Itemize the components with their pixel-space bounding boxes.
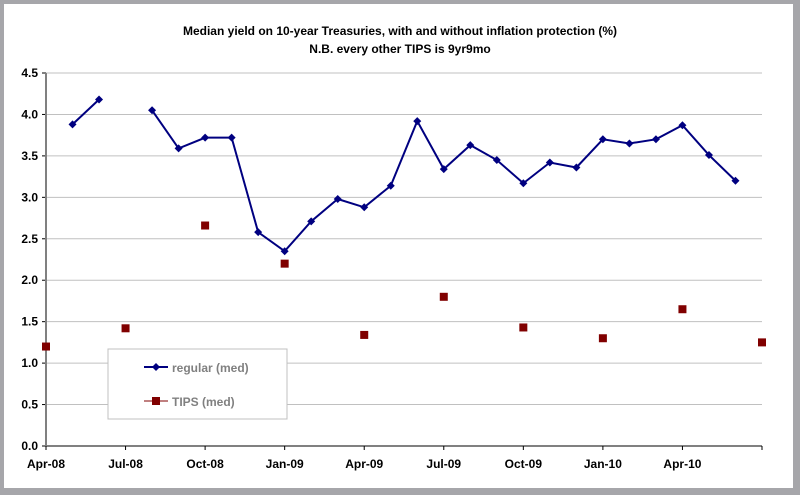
x-tick-label: Jul-08 — [108, 457, 143, 471]
y-tick-label: 3.0 — [21, 190, 38, 204]
legend-tips-label: TIPS (med) — [172, 395, 235, 409]
tips-point — [121, 324, 130, 333]
x-tick-label: Apr-08 — [27, 457, 65, 471]
regular-point — [572, 163, 581, 172]
chart-subtitle: N.B. every other TIPS is 9yr9mo — [309, 42, 490, 56]
y-tick-label: 4.5 — [21, 66, 38, 80]
regular-point — [95, 95, 104, 104]
regular-point — [386, 181, 395, 190]
legend-tips-marker — [152, 397, 160, 405]
legend-box — [107, 348, 288, 420]
regular-point — [678, 121, 687, 130]
y-tick-label: 1.5 — [21, 315, 38, 329]
regular-point — [148, 106, 157, 115]
regular-point — [439, 165, 448, 174]
x-tick-label: Jan-09 — [266, 457, 304, 471]
legend: regular (med) TIPS (med) — [107, 348, 288, 420]
y-tick-label: 1.0 — [21, 356, 38, 370]
chart-title: Median yield on 10-year Treasuries, with… — [183, 24, 617, 38]
regular-point — [651, 135, 660, 144]
regular-point — [704, 151, 713, 160]
regular-point — [413, 117, 422, 126]
regular-point — [598, 135, 607, 144]
tips-point — [280, 259, 289, 268]
regular-point — [227, 133, 236, 142]
x-tick-label: Jul-09 — [426, 457, 461, 471]
tips-point — [678, 305, 687, 314]
regular-point — [68, 120, 77, 129]
regular-point — [333, 194, 342, 203]
regular-point — [174, 144, 183, 153]
x-tick-label: Jan-10 — [584, 457, 622, 471]
series-line-0 — [71, 98, 100, 126]
x-tick-label: Apr-10 — [663, 457, 701, 471]
regular-point — [280, 247, 289, 256]
regular-point — [360, 203, 369, 212]
x-tick-label: Apr-09 — [345, 457, 383, 471]
legend-regular-label: regular (med) — [172, 361, 249, 375]
x-tick-label: Oct-08 — [186, 457, 224, 471]
y-tick-label: 2.5 — [21, 232, 38, 246]
y-tick-label: 4.0 — [21, 107, 38, 121]
tips-point — [360, 330, 369, 339]
regular-point — [307, 217, 316, 226]
regular-point — [201, 133, 210, 142]
tips-point — [201, 221, 210, 230]
y-tick-label: 0.0 — [21, 439, 38, 453]
regular-point — [519, 179, 528, 188]
regular-point — [731, 176, 740, 185]
y-tick-label: 3.5 — [21, 149, 38, 163]
regular-point — [625, 139, 634, 148]
regular-point — [492, 156, 501, 165]
series-line-0 — [151, 109, 737, 253]
tips-point — [42, 342, 50, 351]
y-tick-label: 0.5 — [21, 398, 38, 412]
y-tick-label: 2.0 — [21, 273, 38, 287]
x-tick-label: Oct-09 — [505, 457, 543, 471]
tips-point — [519, 323, 528, 332]
tips-point — [439, 292, 448, 301]
regular-point — [254, 228, 263, 237]
legend-regular-marker — [152, 363, 160, 371]
tips-point — [598, 334, 607, 343]
regular-point — [466, 141, 475, 150]
tips-point — [758, 338, 766, 347]
regular-point — [545, 158, 554, 167]
